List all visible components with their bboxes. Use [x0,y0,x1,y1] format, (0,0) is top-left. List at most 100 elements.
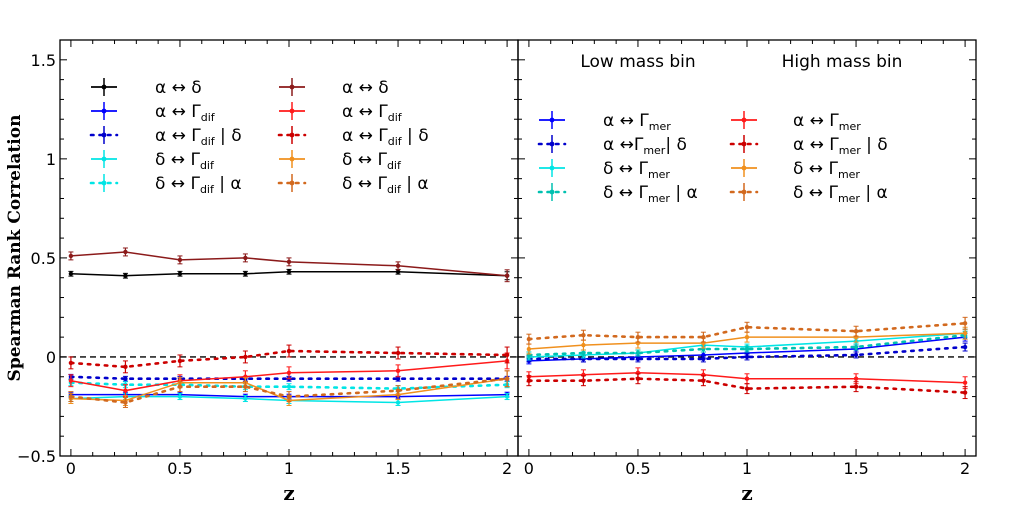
legend-label-tail: | α [401,174,429,194]
data-point [853,352,859,358]
y-tick-label: 1 [46,150,56,169]
legend-label-subscript: dif [200,159,215,172]
data-point [243,271,248,276]
legend-item: α ↔ Γdif | δ [277,126,429,148]
legend-item: α ↔ Γdif | δ [89,126,242,148]
data-point [395,350,401,356]
series-right-4 [526,367,968,390]
data-point [68,253,74,259]
low-mass-bin-label: Low mass bin [580,52,695,72]
x-tick-label: 0 [524,459,534,478]
legend-label: δ ↔ Γmer | α [793,183,888,205]
data-point [744,346,750,352]
legend-swatch-marker [741,165,747,171]
legend-label-main: α ↔ Γ [155,126,201,146]
legend-label-subscript: dif [201,135,216,148]
legend-label: α ↔ Γdif [342,102,403,124]
legend-swatch-marker [741,141,747,147]
x-tick-label: 1 [284,459,294,478]
legend-label-tail: | α [860,183,888,203]
legend-swatch-marker [549,117,555,123]
legend-label: α ↔ Γdif | δ [155,126,242,148]
data-point [123,364,128,370]
legend-label: α ↔ δ [155,78,202,98]
legend-item: α ↔ δ [91,78,202,98]
y-tick-label: 0 [46,348,56,367]
legend-label-tail: | α [670,183,698,203]
data-point [286,348,292,354]
data-point [635,334,641,340]
data-point [504,376,510,381]
legend-swatch-marker [101,132,107,138]
x-tick-label: 1.5 [385,459,410,478]
legend-label-subscript: dif [388,111,403,124]
data-point [504,352,510,358]
legend-label-main: α ↔ Γ [155,102,201,122]
data-point [123,400,128,405]
legend-item: α ↔ Γmer [731,111,861,133]
legend-item: δ ↔ Γdif [279,150,402,172]
legend-item: α ↔Γmer| δ [537,135,687,157]
data-point [177,384,183,389]
legend-label: α ↔ Γdif [155,102,216,124]
legend-swatch-marker [289,84,295,90]
legend-label-main: α ↔ Γ [793,111,839,131]
legend-swatch-marker [101,180,107,186]
legend-label-main: δ ↔ Γ [793,159,838,179]
series-right-5 [526,373,968,400]
data-point [744,376,750,381]
x-tick-label: 0 [66,459,76,478]
legend-label: α ↔Γmer| δ [603,135,687,157]
legend-label-tail: | δ [861,135,888,155]
legend-label-main: δ ↔ Γ [603,159,648,179]
legend-label-main: δ ↔ Γ [155,174,200,194]
legend-label: δ ↔ Γdif | α [342,174,429,196]
legend-label-tail: | δ [215,126,242,146]
legend-swatch-marker [549,165,555,171]
data-point [853,329,859,334]
legend-label-subscript: dif [201,111,216,124]
data-point [123,249,128,255]
legend-label-main: δ ↔ Γ [155,150,200,170]
legend-label-subscript: dif [387,159,402,172]
x-tick-label: 1 [742,459,752,478]
x-tick-label: 2 [502,459,512,478]
legend-label-subscript: dif [388,135,403,148]
legend-swatch-marker [101,156,107,162]
legend-label: α ↔ Γmer | δ [793,135,888,157]
legend-label-main: α ↔Γ [603,135,644,155]
data-point [581,332,586,338]
data-point [581,378,586,383]
legend-item: δ ↔ Γmer | α [537,183,698,205]
data-point [701,378,706,383]
data-point [395,368,401,374]
legend-label-main: δ ↔ Γ [342,150,387,170]
legend-label-main: δ ↔ Γ [342,174,387,194]
data-point [526,346,532,352]
y-tick-label: −0.5 [17,447,56,466]
data-point [68,378,74,383]
legend-swatch-marker [289,156,295,162]
data-point [243,354,248,360]
data-point [744,325,750,330]
legend-label-subscript: mer [649,120,671,133]
series-right-7 [526,316,968,345]
series-left-9 [68,370,510,408]
legend-label: α ↔ Γdif | δ [342,126,429,148]
data-point [243,255,248,261]
legend-label: δ ↔ Γmer [793,159,860,181]
data-point [286,394,292,399]
legend-label-subscript: mer [839,120,861,133]
y-tick-label: 1.5 [31,51,56,70]
legend-item: δ ↔ Γmer | α [729,183,888,205]
legend-label: δ ↔ Γdif [155,150,215,172]
legend-label-main: α ↔ δ [342,78,389,98]
data-point [744,354,750,360]
data-point [123,376,128,381]
data-point [243,384,248,389]
legend-item: δ ↔ Γdif | α [277,174,429,196]
data-point [243,396,248,401]
data-point [744,334,750,340]
data-point [395,388,401,393]
